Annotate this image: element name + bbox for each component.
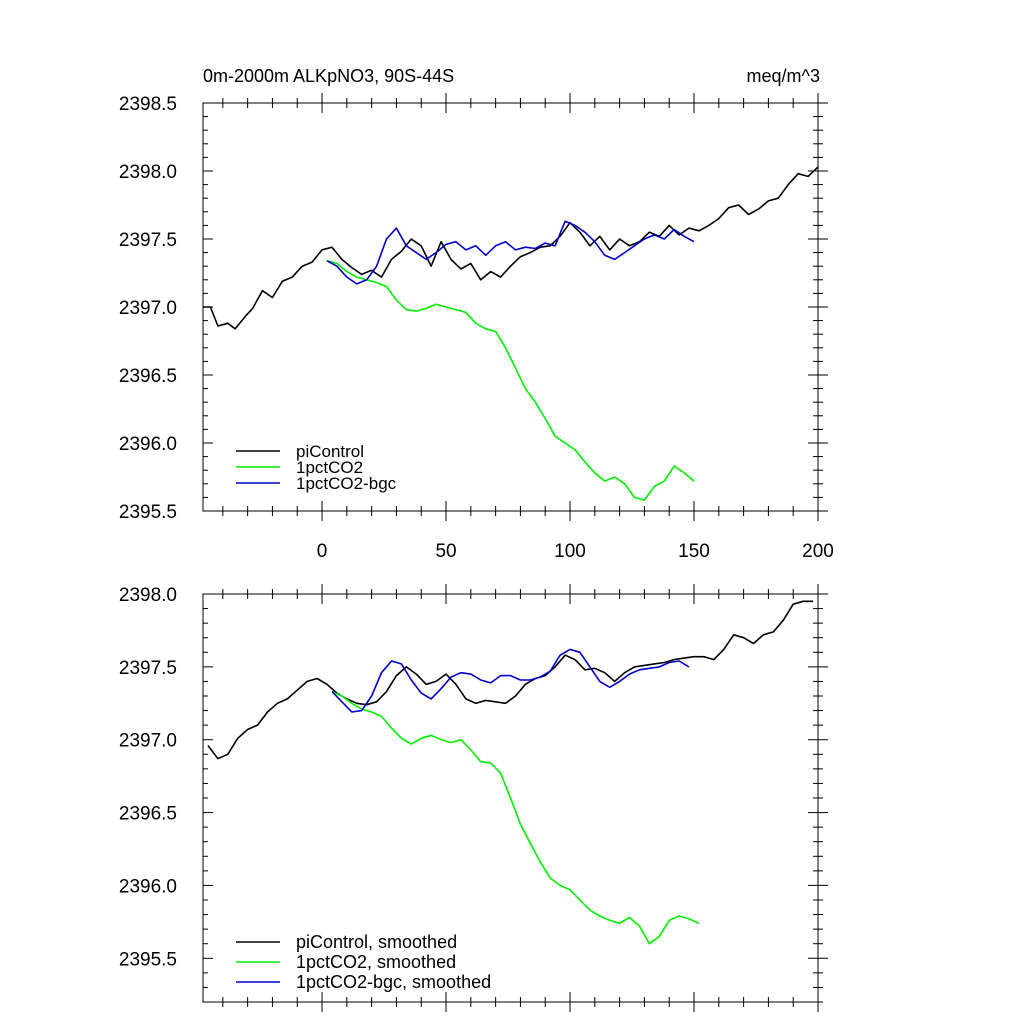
- series-line-1: [203, 166, 819, 330]
- y-tick-label: 2397.5: [119, 658, 177, 679]
- y-tick-label: 2398.0: [119, 585, 177, 606]
- legend-label: piControl: [296, 442, 364, 461]
- x-tick-label: 150: [678, 541, 710, 562]
- y-tick-label: 2395.5: [119, 949, 177, 970]
- legend-label: 1pctCO2: [296, 458, 363, 477]
- x-tick-label: 50: [435, 541, 456, 562]
- series-line-3: [326, 220, 695, 285]
- y-tick-label: 2396.0: [119, 876, 177, 897]
- chart-title: 0m-2000m ALKpNO3, 90S-44S: [203, 66, 454, 86]
- x-tick-label: 100: [554, 541, 586, 562]
- y-tick-label: 2396.5: [119, 804, 177, 825]
- units-label: meq/m^3: [747, 66, 820, 86]
- legend-label: 1pctCO2-bgc, smoothed: [296, 972, 491, 992]
- y-tick-label: 2396.5: [119, 366, 177, 387]
- bottom-panel: 2395.5 2396.0 2396.5 2397.0 2397.5 2398.0 piC…: [119, 584, 828, 1012]
- top-panel: 0m-2000m ALKpNO3, 90S-44S meq/m^3 0 50 100…: [119, 66, 834, 562]
- y-tick-label: 2397.0: [119, 731, 177, 752]
- series-line-1: [207, 600, 813, 760]
- y-tick-label: 2397.5: [119, 230, 177, 251]
- x-tick-label: 0: [317, 541, 328, 562]
- legend-label: 1pctCO2, smoothed: [296, 952, 456, 972]
- y-tick-label: 2397.0: [119, 298, 177, 319]
- y-tick-label: 2396.0: [119, 434, 177, 455]
- series-line-3: [331, 648, 690, 713]
- x-tick-label: 200: [802, 541, 834, 562]
- legend-label: 1pctCO2-bgc: [296, 474, 397, 493]
- y-tick-label: 2395.5: [119, 502, 177, 523]
- y-tick-label: 2398.5: [119, 94, 177, 115]
- y-tick-label: 2398.0: [119, 162, 177, 183]
- legend-label: piControl, smoothed: [296, 932, 457, 952]
- series-line-2: [331, 690, 700, 945]
- series-line-2: [326, 260, 695, 501]
